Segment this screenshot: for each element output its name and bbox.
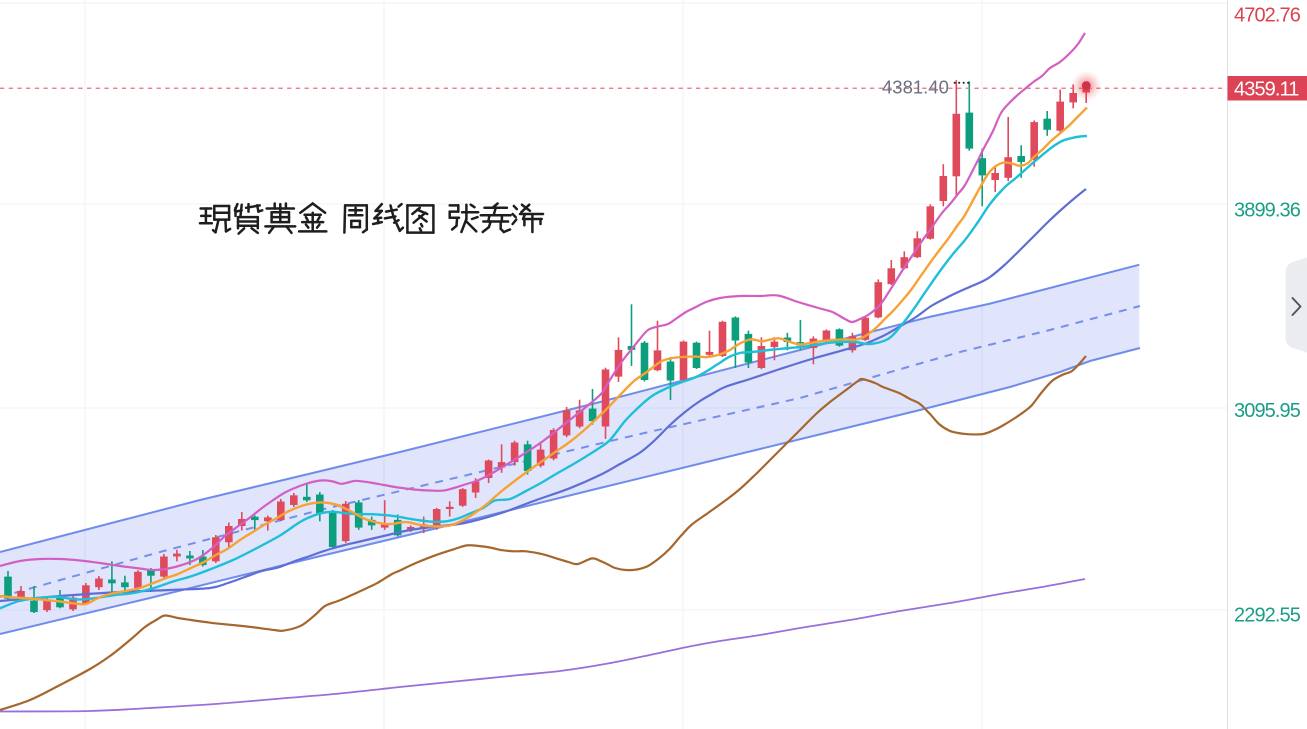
svg-text:3899.36: 3899.36 [1234, 200, 1301, 222]
svg-text:3095.95: 3095.95 [1234, 400, 1301, 422]
svg-text:4381.40: 4381.40 [882, 77, 949, 98]
svg-text:4702.76: 4702.76 [1234, 4, 1301, 26]
svg-text:4359.11: 4359.11 [1234, 79, 1299, 101]
svg-text:2292.55: 2292.55 [1234, 605, 1301, 627]
